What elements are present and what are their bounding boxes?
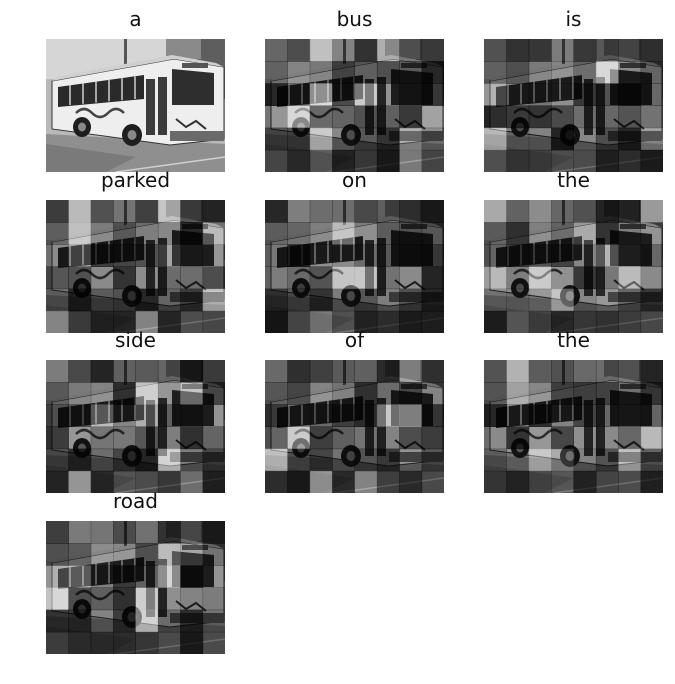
caption-word: of: [344, 328, 365, 352]
caption-word: a: [129, 7, 142, 31]
caption-word: bus: [336, 7, 373, 31]
attention-image: [46, 521, 225, 654]
attention-image: [265, 200, 444, 333]
caption-word: parked: [100, 168, 171, 192]
bus-attention-photo: [265, 200, 444, 333]
bus-attention-photo: [484, 200, 663, 333]
bus-attention-photo: [46, 360, 225, 493]
bus-attention-photo: [484, 360, 663, 493]
caption-word: road: [113, 489, 158, 513]
attention-image: [484, 39, 663, 172]
attention-image: [484, 200, 663, 333]
attention-image: [46, 360, 225, 493]
bus-attention-photo: [265, 39, 444, 172]
attention-image: [265, 360, 444, 493]
caption-word: on: [342, 168, 367, 192]
caption-word: side: [115, 328, 156, 352]
bus-photo: [46, 39, 225, 172]
attention-image: [484, 360, 663, 493]
caption-word: is: [565, 7, 582, 31]
attention-image: [46, 200, 225, 333]
bus-attention-photo: [46, 200, 225, 333]
attention-image: [46, 39, 225, 172]
attention-image: [265, 39, 444, 172]
bus-attention-photo: [484, 39, 663, 172]
bus-attention-photo: [265, 360, 444, 493]
caption-word: the: [557, 168, 590, 192]
caption-word: the: [557, 328, 590, 352]
bus-attention-photo: [46, 521, 225, 654]
